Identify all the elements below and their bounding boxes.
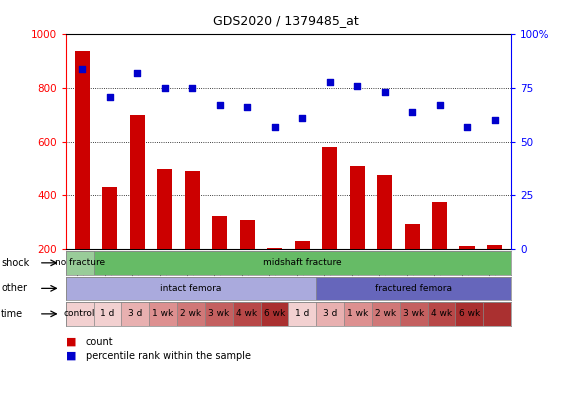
Bar bbox=[487, 245, 502, 249]
Point bbox=[78, 66, 87, 72]
Text: percentile rank within the sample: percentile rank within the sample bbox=[86, 351, 251, 361]
Text: control: control bbox=[64, 309, 95, 318]
Bar bbox=[288, 302, 316, 326]
Point bbox=[215, 102, 224, 109]
Text: 3 d: 3 d bbox=[128, 309, 142, 318]
Text: 4 wk: 4 wk bbox=[431, 309, 452, 318]
Bar bbox=[316, 277, 511, 300]
Text: no fracture: no fracture bbox=[54, 258, 104, 267]
Bar bbox=[94, 302, 122, 326]
Bar bbox=[205, 302, 233, 326]
Bar bbox=[177, 302, 205, 326]
Point bbox=[435, 102, 444, 109]
Point bbox=[352, 83, 361, 89]
Text: other: other bbox=[1, 284, 27, 293]
Bar bbox=[428, 302, 456, 326]
Point bbox=[297, 115, 307, 122]
Point bbox=[132, 70, 142, 76]
Bar bbox=[260, 302, 288, 326]
Text: 3 wk: 3 wk bbox=[208, 309, 230, 318]
Text: ■: ■ bbox=[66, 337, 76, 347]
Bar bbox=[400, 302, 428, 326]
Point bbox=[187, 85, 196, 91]
Text: midshaft fracture: midshaft fracture bbox=[263, 258, 341, 267]
Text: shock: shock bbox=[1, 258, 29, 268]
Text: intact femora: intact femora bbox=[160, 284, 222, 293]
Bar bbox=[344, 302, 372, 326]
Text: 3 wk: 3 wk bbox=[403, 309, 424, 318]
Text: count: count bbox=[86, 337, 113, 347]
Bar bbox=[240, 220, 255, 249]
Point bbox=[243, 104, 252, 111]
Text: time: time bbox=[1, 309, 23, 319]
Bar bbox=[66, 277, 316, 300]
Point bbox=[160, 85, 169, 91]
Bar bbox=[233, 302, 260, 326]
Bar bbox=[267, 248, 282, 249]
Bar bbox=[377, 175, 392, 249]
Text: 1 wk: 1 wk bbox=[152, 309, 174, 318]
Text: 1 wk: 1 wk bbox=[347, 309, 368, 318]
Bar bbox=[66, 302, 94, 326]
Point bbox=[408, 109, 417, 115]
Text: 6 wk: 6 wk bbox=[459, 309, 480, 318]
Bar bbox=[75, 51, 90, 249]
Bar bbox=[460, 246, 475, 249]
Point bbox=[270, 124, 279, 130]
Point bbox=[325, 79, 334, 85]
Bar bbox=[349, 166, 365, 249]
Text: ■: ■ bbox=[66, 351, 76, 361]
Text: 3 d: 3 d bbox=[323, 309, 337, 318]
Bar bbox=[102, 188, 117, 249]
Text: 4 wk: 4 wk bbox=[236, 309, 257, 318]
Text: GDS2020 / 1379485_at: GDS2020 / 1379485_at bbox=[212, 14, 359, 27]
Text: 1 d: 1 d bbox=[295, 309, 309, 318]
Bar bbox=[316, 302, 344, 326]
Point bbox=[105, 94, 114, 100]
Text: 6 wk: 6 wk bbox=[264, 309, 285, 318]
Text: 2 wk: 2 wk bbox=[180, 309, 202, 318]
Bar bbox=[295, 241, 309, 249]
Bar bbox=[456, 302, 483, 326]
Point bbox=[490, 117, 499, 124]
Bar bbox=[404, 224, 420, 249]
Point bbox=[380, 89, 389, 96]
Bar bbox=[66, 251, 94, 275]
Bar bbox=[130, 115, 144, 249]
Text: 2 wk: 2 wk bbox=[375, 309, 396, 318]
Text: 1 d: 1 d bbox=[100, 309, 115, 318]
Text: fractured femora: fractured femora bbox=[375, 284, 452, 293]
Bar bbox=[372, 302, 400, 326]
Point bbox=[463, 124, 472, 130]
Bar bbox=[212, 215, 227, 249]
Bar bbox=[483, 302, 511, 326]
Bar bbox=[184, 171, 200, 249]
Bar bbox=[157, 168, 172, 249]
Bar bbox=[149, 302, 177, 326]
Bar bbox=[122, 302, 149, 326]
Bar bbox=[322, 147, 337, 249]
Bar bbox=[432, 202, 447, 249]
